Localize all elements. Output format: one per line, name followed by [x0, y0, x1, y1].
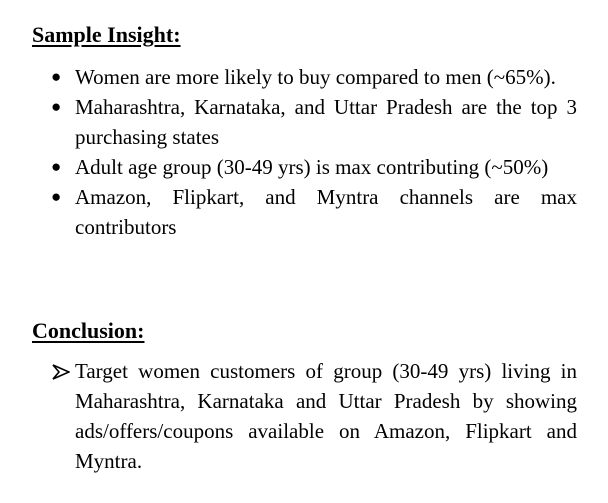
- list-item: ● Adult age group (30-49 yrs) is max con…: [51, 152, 577, 182]
- list-item: ● Women are more likely to buy compared …: [51, 62, 577, 92]
- insight-text: Women are more likely to buy compared to…: [75, 65, 556, 89]
- conclusion-list: Target women customers of group (30-49 y…: [0, 356, 577, 476]
- conclusion-heading: Conclusion:: [32, 318, 145, 343]
- bullet-icon: ●: [51, 97, 62, 116]
- conclusion-text: Target women customers of group (30-49 y…: [75, 359, 577, 473]
- list-item: ● Maharashtra, Karnataka, and Uttar Prad…: [51, 92, 577, 152]
- arrow-bullet-icon: [52, 364, 70, 380]
- list-item: ● Amazon, Flipkart, and Myntra channels …: [51, 182, 577, 242]
- insight-text: Maharashtra, Karnataka, and Uttar Prades…: [75, 95, 577, 149]
- insight-text: Amazon, Flipkart, and Myntra channels ar…: [75, 185, 577, 239]
- insight-text: Adult age group (30-49 yrs) is max contr…: [75, 155, 549, 179]
- bullet-icon: ●: [51, 157, 62, 176]
- insight-list: ● Women are more likely to buy compared …: [0, 62, 577, 242]
- list-item: Target women customers of group (30-49 y…: [52, 356, 577, 476]
- bullet-icon: ●: [51, 187, 62, 206]
- sample-insight-heading: Sample Insight:: [32, 22, 181, 47]
- bullet-icon: ●: [51, 67, 62, 86]
